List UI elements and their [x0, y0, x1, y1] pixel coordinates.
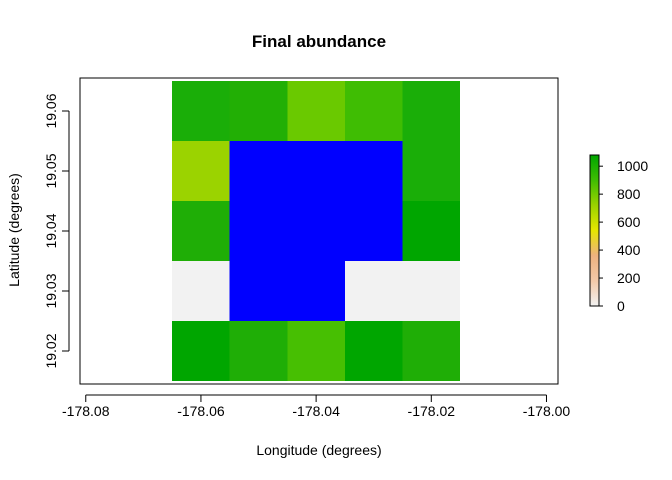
heatmap-cell [344, 201, 403, 261]
heatmap-cell [402, 201, 461, 261]
legend-tick-label: 200 [617, 270, 641, 286]
x-tick-label: -178.06 [177, 403, 225, 419]
heatmap-cell [402, 261, 461, 321]
heatmap-cell [172, 81, 230, 141]
heatmap-cell [344, 321, 403, 381]
heatmap-cell [172, 201, 230, 261]
heatmap-cell [172, 261, 230, 321]
heatmap-cell [229, 201, 288, 261]
heatmap-cell [287, 261, 345, 321]
y-tick-label: 19.05 [43, 153, 59, 188]
legend-tick-label: 600 [617, 214, 641, 230]
heatmap-cell [229, 321, 288, 381]
heatmap-cell [172, 321, 230, 381]
heatmap-cell [229, 141, 288, 201]
heatmap-cell [287, 201, 345, 261]
y-tick-label: 19.06 [43, 93, 59, 128]
y-tick-label: 19.02 [43, 333, 59, 368]
y-tick-label: 19.03 [43, 273, 59, 308]
heatmap-cell [287, 321, 345, 381]
heatmap-cell [344, 141, 403, 201]
color-legend: 0 200 400 600 800 1000 [589, 154, 648, 314]
legend-tick-label: 0 [617, 298, 625, 314]
legend-tick-label: 400 [617, 242, 641, 258]
x-tick-label: -178.08 [62, 403, 110, 419]
legend-tick-label: 1000 [617, 158, 648, 174]
heatmap-cell [402, 141, 461, 201]
heatmap-cell [344, 261, 403, 321]
heatmap-cell [287, 141, 345, 201]
x-axis-label: Longitude (degrees) [256, 442, 381, 458]
x-axis: -178.08 -178.06 -178.04 -178.02 -178.00 [62, 394, 571, 419]
heatmap-cells [172, 81, 461, 381]
y-tick-label: 19.04 [43, 213, 59, 248]
y-axis-label: Latitude (degrees) [6, 173, 22, 287]
heatmap-cell [229, 81, 288, 141]
heatmap-cell [402, 81, 461, 141]
y-axis: 19.02 19.03 19.04 19.05 19.06 [43, 93, 70, 369]
heatmap-cell [402, 321, 461, 381]
heatmap-cell [287, 81, 345, 141]
legend-color-bar [589, 154, 600, 307]
heatmap-cell [172, 141, 230, 201]
x-tick-label: -178.04 [292, 403, 340, 419]
chart-title: Final abundance [252, 32, 386, 51]
plot-frame [79, 77, 559, 385]
legend-tick-label: 800 [617, 186, 641, 202]
x-tick-label: -178.00 [523, 403, 571, 419]
x-tick-label: -178.02 [408, 403, 456, 419]
heatmap-cell [229, 261, 288, 321]
heatmap-cell [344, 81, 403, 141]
